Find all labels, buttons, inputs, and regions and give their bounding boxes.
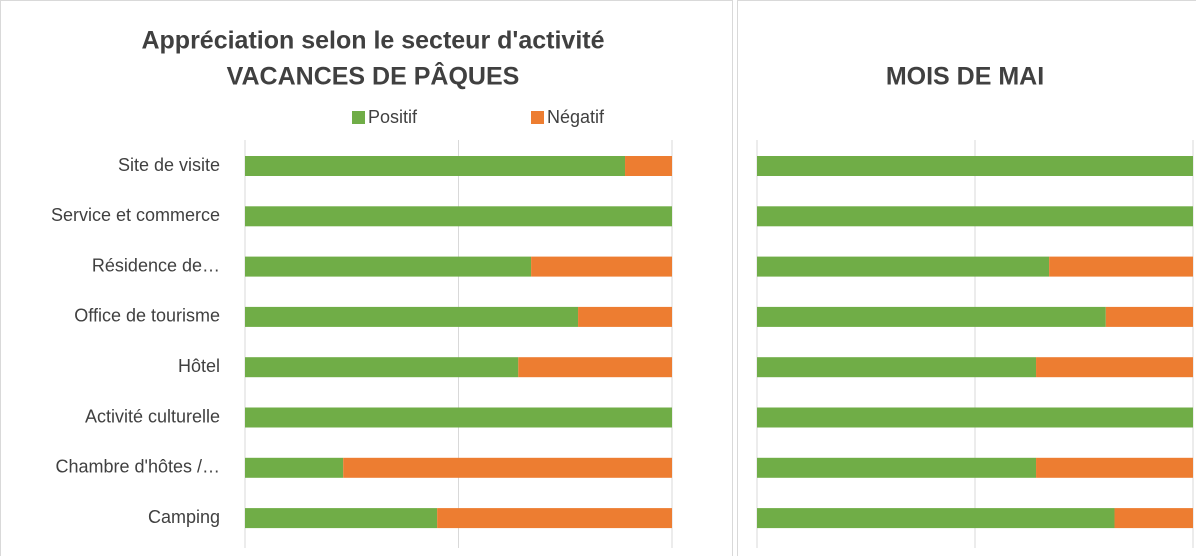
- chart-subtitle: VACANCES DE PÂQUES: [227, 61, 520, 91]
- bar-segment: [245, 306, 579, 327]
- y-tick-label: Activité culturelle: [85, 406, 220, 426]
- y-tick-label: Chambre d'hôtes /…: [55, 457, 220, 477]
- bar-segment: [757, 457, 1037, 478]
- bar-segment: [531, 256, 672, 277]
- bar-segment: [245, 457, 344, 478]
- legend-label: Négatif: [547, 107, 605, 127]
- bar-segment: [1036, 357, 1193, 378]
- bar-segment: [245, 206, 672, 227]
- bar-segment: [1036, 457, 1193, 478]
- chart-title: Appréciation selon le secteur d'activité: [141, 27, 604, 55]
- bar-segment: [245, 508, 438, 529]
- legend-swatch: [352, 111, 365, 124]
- bar-segment: [757, 206, 1193, 227]
- bar-segment: [757, 508, 1115, 529]
- y-tick-label: Résidence de…: [92, 255, 220, 275]
- bar-segment: [343, 457, 672, 478]
- bar-segment: [757, 407, 1193, 428]
- bar-segment: [245, 156, 626, 176]
- bar-segment: [437, 508, 672, 529]
- y-tick-label: Office de tourisme: [74, 306, 220, 326]
- bar-segment: [757, 306, 1106, 327]
- bar-segment: [757, 256, 1050, 277]
- y-tick-label: Camping: [148, 507, 220, 527]
- bar-segment: [1114, 508, 1193, 529]
- chart-title: MOIS DE MAI: [886, 63, 1044, 91]
- bar-segment: [245, 256, 532, 277]
- bar-segment: [757, 357, 1037, 378]
- y-tick-label: Hôtel: [178, 356, 220, 376]
- bar-segment: [1049, 256, 1193, 277]
- bar-segment: [1105, 306, 1193, 327]
- legend-swatch: [531, 111, 544, 124]
- bar-segment: [245, 357, 519, 378]
- y-tick-label: Service et commerce: [51, 205, 220, 225]
- bar-segment: [245, 407, 672, 428]
- bar-segment: [625, 156, 672, 176]
- y-tick-label: Site de visite: [118, 155, 220, 175]
- bar-segment: [757, 156, 1193, 176]
- bar-segment: [578, 306, 672, 327]
- legend-label: Positif: [368, 107, 418, 127]
- bar-segment: [518, 357, 672, 378]
